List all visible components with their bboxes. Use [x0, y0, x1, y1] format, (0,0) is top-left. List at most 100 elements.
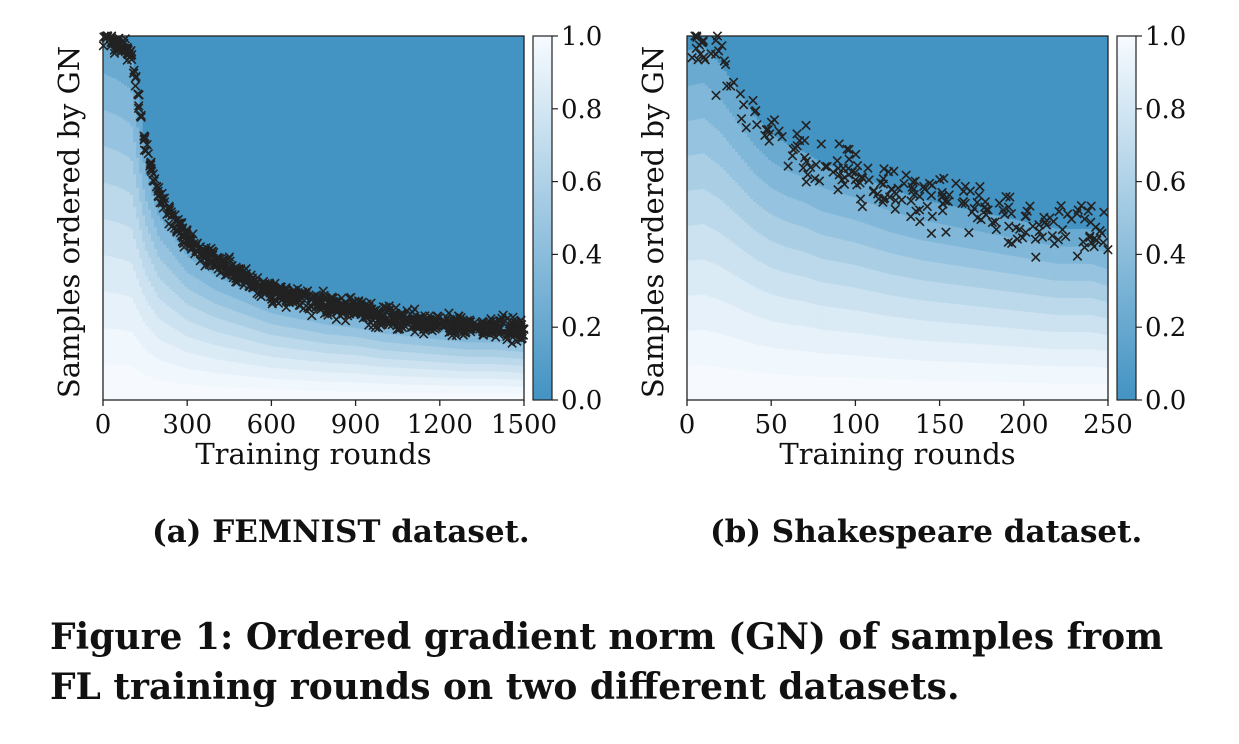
heatmap-cell [933, 261, 938, 283]
heatmap-cell [319, 390, 324, 401]
heatmap-cell [280, 389, 285, 401]
heatmap-cell [133, 270, 137, 304]
gn-marker [133, 101, 144, 111]
heatmap-cell [487, 349, 492, 357]
heatmap-cell [1065, 365, 1070, 384]
heatmap-cell [127, 260, 131, 297]
heatmap-cell [511, 371, 516, 380]
heatmap-cell [166, 304, 170, 325]
heatmap-column [711, 56, 715, 401]
heatmap-cell [699, 294, 703, 331]
heatmap-cell [855, 242, 860, 266]
heatmap-cell [702, 223, 706, 260]
heatmap-cell [840, 238, 844, 263]
heatmap-cell [424, 345, 429, 354]
heatmap-cell [810, 351, 814, 377]
heatmap-cell [268, 378, 272, 390]
heatmap-cell [783, 322, 787, 350]
heatmap-cell [463, 378, 468, 386]
heatmap-cell [1038, 277, 1043, 296]
heatmap-cell [220, 373, 224, 388]
heatmap-cell [729, 208, 733, 241]
heatmap-cell [1092, 349, 1097, 367]
heatmap-cell [696, 259, 700, 296]
heatmap-cell [121, 294, 125, 331]
heatmap-cell [990, 362, 995, 383]
gn-marker [489, 322, 499, 333]
heatmap-cell [160, 340, 164, 361]
heatmap-cell [1074, 331, 1079, 350]
heatmap-cell [1002, 308, 1007, 328]
heatmap-cell [235, 311, 239, 325]
heatmap-cell [858, 221, 863, 244]
heatmap-cell [819, 328, 823, 354]
heatmap-cell [894, 295, 899, 318]
heatmap-cell [352, 327, 357, 337]
heatmap-cell [508, 385, 513, 394]
heatmap-cell [337, 362, 342, 373]
heatmap-cell [232, 309, 236, 324]
x-tick-label: 1500 [491, 410, 557, 440]
heatmap-cell [253, 329, 257, 342]
heatmap-cell [990, 270, 995, 290]
heatmap-cell [103, 363, 107, 401]
heatmap-cell [732, 242, 736, 275]
heatmap-cell [1026, 275, 1031, 295]
heatmap-cell [145, 275, 149, 301]
heatmap-column [828, 166, 832, 401]
heatmap-cell [906, 338, 911, 360]
heatmap-cell [421, 376, 426, 385]
heatmap-cell [187, 320, 191, 337]
heatmap-cell [337, 325, 342, 336]
heatmap-column [906, 195, 911, 401]
heatmap-cell [220, 319, 224, 334]
heatmap-cell [493, 356, 498, 365]
heatmap-cell [229, 282, 233, 297]
heatmap-cell [1101, 333, 1106, 351]
heatmap-cell [1080, 348, 1085, 367]
heatmap-cell [921, 359, 926, 381]
heatmap-cell [1077, 263, 1082, 281]
heatmap-cell [214, 289, 218, 304]
heatmap-cell [445, 339, 450, 348]
gn-marker [362, 312, 372, 323]
heatmap-cell [747, 253, 751, 284]
gn-marker [1048, 216, 1059, 227]
heatmap-cell [798, 325, 802, 351]
heatmap-cell [933, 281, 938, 302]
heatmap-cell [151, 377, 155, 401]
heatmap-cell [268, 356, 272, 368]
gn-marker [139, 134, 150, 145]
heatmap-cell [1017, 364, 1022, 383]
heatmap-cell [999, 326, 1004, 346]
heatmap-cell [777, 373, 781, 401]
heatmap-cell [993, 326, 998, 346]
heatmap-cell [262, 388, 266, 401]
heatmap-cell [496, 334, 501, 343]
heatmap-cell [307, 370, 312, 381]
heatmap-cell [148, 304, 152, 330]
heatmap-cell [981, 325, 986, 345]
heatmap-cell [975, 249, 980, 269]
heatmap-cell [1023, 382, 1028, 401]
heatmap-cell [843, 239, 847, 264]
heatmap-cell [870, 356, 875, 379]
heatmap-cell [391, 367, 396, 376]
heatmap-cell [945, 341, 950, 362]
heatmap-cell [936, 262, 941, 283]
heatmap-cell [280, 336, 285, 348]
heatmap-cell [966, 209, 971, 230]
heatmap-cell [328, 333, 333, 345]
heatmap-cell [433, 361, 438, 370]
heatmap-column [163, 204, 167, 401]
heatmap-cell [957, 380, 962, 401]
heatmap-cell [858, 355, 863, 379]
heatmap-cell [466, 370, 471, 379]
heatmap-cell [978, 306, 983, 326]
heatmap-cell [199, 325, 203, 341]
heatmap-cell [352, 336, 357, 346]
gn-marker [787, 150, 798, 161]
heatmap-cell [756, 119, 760, 149]
heatmap-cell [969, 362, 974, 382]
heatmap-cell [133, 238, 137, 272]
